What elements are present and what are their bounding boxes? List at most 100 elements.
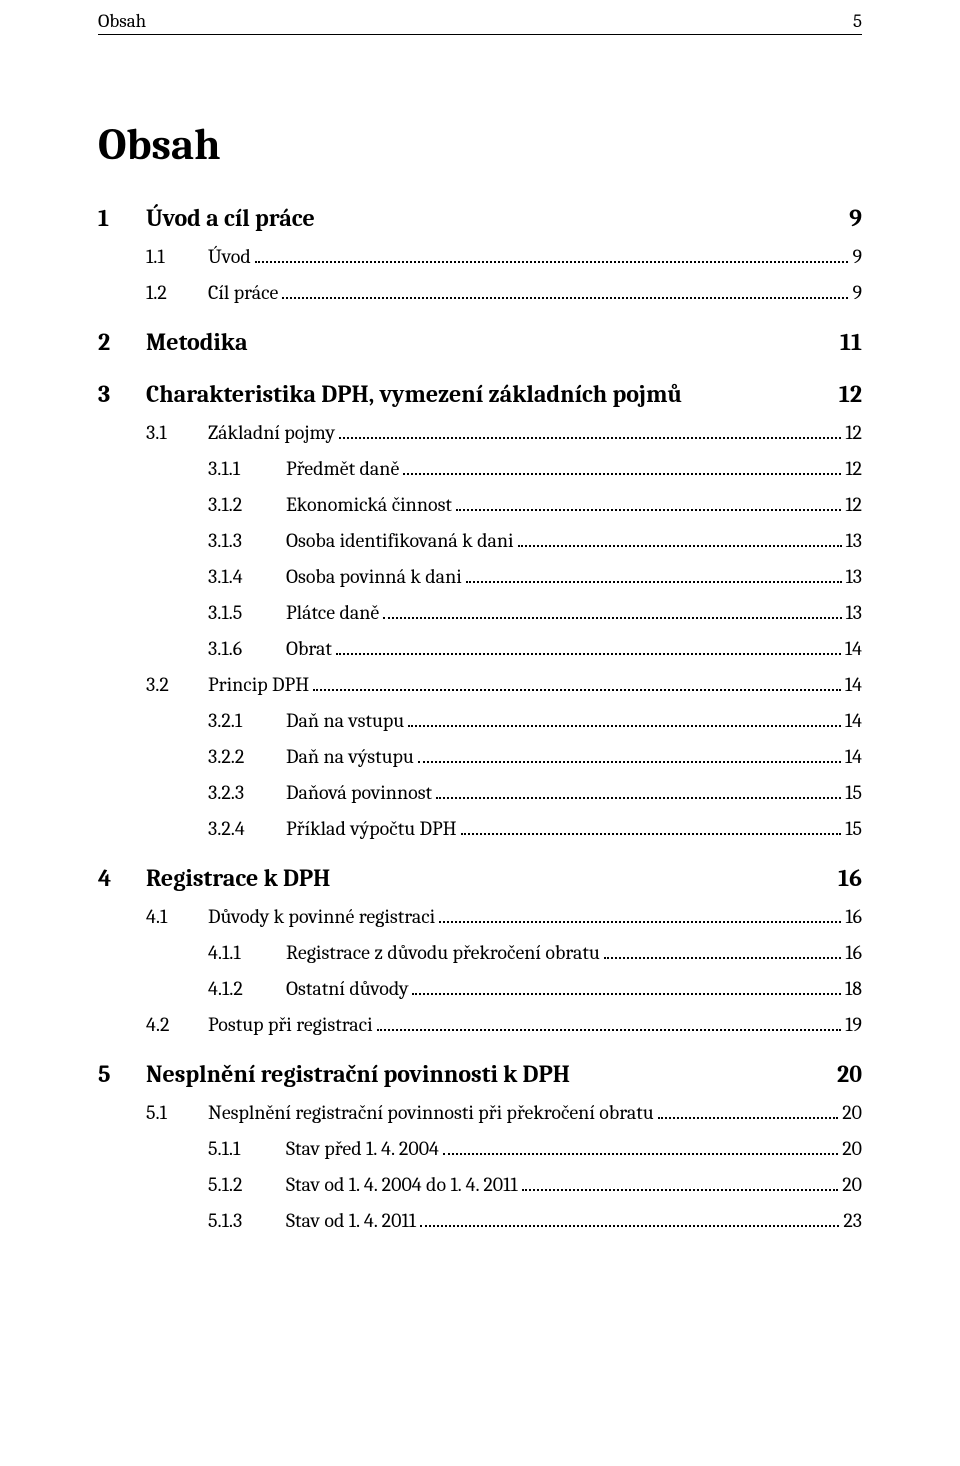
toc-l1-page: 16: [838, 864, 862, 892]
toc-l3-row: 3.2.1Daň na vstupu14: [208, 707, 862, 732]
toc-l3-number: 5.1.3: [208, 1209, 286, 1232]
toc-leader-dots: [383, 599, 841, 619]
toc-l1-page: 9: [849, 204, 862, 232]
toc-l3-page: 23: [843, 1209, 862, 1232]
toc-l3-label: Stav od 1. 4. 2011: [286, 1209, 416, 1232]
toc-l3-number: 3.1.6: [208, 637, 286, 660]
toc-l3-label: Stav před 1. 4. 2004: [286, 1137, 439, 1160]
toc-l2-row: 1.2Cíl práce9: [146, 279, 862, 304]
toc-l3-label: Ekonomická činnost: [286, 493, 452, 516]
page-title: Obsah: [98, 119, 862, 170]
toc-l2-label: Důvody k povinné registraci: [208, 905, 435, 928]
toc-l3-row: 3.1.4Osoba povinná k dani13: [208, 563, 862, 588]
toc-l1-label: Nesplnění registrační povinnosti k DPH: [146, 1060, 827, 1088]
toc-l1-number: 4: [98, 864, 146, 892]
toc-l1-row: 5Nesplnění registrační povinnosti k DPH2…: [98, 1060, 862, 1088]
toc-l3-row: 3.1.2Ekonomická činnost 12: [208, 491, 862, 516]
toc-l2-row: 5.1Nesplnění registrační povinnosti při …: [146, 1099, 862, 1124]
toc-l3-number: 3.1.1: [208, 457, 286, 480]
toc-l1-row: 3Charakteristika DPH, vymezení základníc…: [98, 380, 862, 408]
toc-l1-label: Úvod a cíl práce: [146, 204, 839, 232]
toc-l2-page: 19: [845, 1013, 862, 1036]
toc-l1-row: 2Metodika11: [98, 328, 862, 356]
toc-l3-number: 5.1.2: [208, 1173, 286, 1196]
toc-leader-dots: [412, 975, 841, 995]
toc-l2-label: Cíl práce: [208, 281, 278, 304]
toc-l2-row: 4.1Důvody k povinné registraci16: [146, 903, 862, 928]
toc-leader-dots: [377, 1011, 842, 1031]
toc-l3-label: Stav od 1. 4. 2004 do 1. 4. 2011: [286, 1173, 518, 1196]
toc-l3-label: Obrat: [286, 637, 332, 660]
toc-l3-number: 3.2.3: [208, 781, 286, 804]
toc-l1-page: 20: [837, 1060, 862, 1088]
toc-l1-number: 2: [98, 328, 146, 356]
toc-l1-row: 1Úvod a cíl práce9: [98, 204, 862, 232]
toc-l3-label: Registrace z důvodu překročení obratu: [286, 941, 600, 964]
toc-leader-dots: [339, 419, 841, 439]
toc-l3-page: 14: [845, 709, 862, 732]
toc-leader-dots: [313, 671, 841, 691]
toc-l2-label: Nesplnění registrační povinnosti při pře…: [208, 1101, 654, 1124]
toc-leader-dots: [255, 243, 849, 263]
toc-l3-row: 3.1.6Obrat14: [208, 635, 862, 660]
toc-l2-number: 5.1: [146, 1101, 208, 1124]
toc-l3-page: 13: [846, 529, 862, 552]
toc-l3-label: Ostatní důvody: [286, 977, 408, 1000]
toc-leader-dots: [436, 779, 841, 799]
toc-l3-number: 3.2.1: [208, 709, 286, 732]
toc-l3-row: 3.1.3Osoba identifikovaná k dani13: [208, 527, 862, 552]
toc-l3-label: Osoba identifikovaná k dani: [286, 529, 514, 552]
toc-leader-dots: [443, 1135, 838, 1155]
toc-l3-number: 3.2.2: [208, 745, 286, 768]
toc-l1-number: 3: [98, 380, 146, 408]
toc-l2-row: 3.1Základní pojmy12: [146, 419, 862, 444]
toc-l3-label: Daňová povinnost: [286, 781, 432, 804]
toc-l3-row: 3.2.4Příklad výpočtu DPH15: [208, 815, 862, 840]
toc-l2-label: Princip DPH: [208, 673, 309, 696]
toc-l2-number: 3.1: [146, 421, 208, 444]
toc-l1-page: 12: [839, 380, 862, 408]
toc-l3-page: 12: [845, 493, 862, 516]
toc-l3-label: Příklad výpočtu DPH: [286, 817, 457, 840]
toc-l3-label: Plátce daně: [286, 601, 379, 624]
toc-l1-page: 11: [840, 328, 862, 356]
toc-leader-dots: [461, 815, 842, 835]
toc-leader-dots: [336, 635, 841, 655]
toc-l3-row: 3.1.1Předmět daně12: [208, 455, 862, 480]
toc-l2-row: 1.1Úvod9: [146, 243, 862, 268]
toc-l3-number: 4.1.1: [208, 941, 286, 964]
toc-l3-page: 16: [845, 941, 862, 964]
toc-leader-dots: [420, 1207, 839, 1227]
toc-l3-row: 4.1.2Ostatní důvody18: [208, 975, 862, 1000]
toc-l1-label: Registrace k DPH: [146, 864, 828, 892]
toc-l3-page: 15: [845, 817, 862, 840]
toc-l3-page: 15: [845, 781, 862, 804]
toc-l3-label: Daň na výstupu: [286, 745, 414, 768]
toc-l2-label: Úvod: [208, 245, 251, 268]
toc-l3-number: 3.1.4: [208, 565, 286, 588]
toc-l2-number: 4.1: [146, 905, 208, 928]
toc-l3-label: Předmět daně: [286, 457, 399, 480]
toc-l3-row: 5.1.3Stav od 1. 4. 2011 23: [208, 1207, 862, 1232]
toc-leader-dots: [403, 455, 841, 475]
toc-l3-number: 3.1.2: [208, 493, 286, 516]
toc-leader-dots: [408, 707, 841, 727]
toc-l3-label: Osoba povinná k dani: [286, 565, 462, 588]
toc-l2-page: 14: [845, 673, 862, 696]
toc-l3-row: 5.1.2Stav od 1. 4. 2004 do 1. 4. 201120: [208, 1171, 862, 1196]
toc-leader-dots: [658, 1099, 839, 1119]
toc-l3-number: 3.1.5: [208, 601, 286, 624]
toc-l2-page: 9: [852, 245, 862, 268]
toc-l3-page: 20: [842, 1137, 862, 1160]
toc-leader-dots: [522, 1171, 839, 1191]
toc-leader-dots: [456, 491, 841, 511]
toc-l3-row: 3.2.3Daňová povinnost 15: [208, 779, 862, 804]
toc-l3-row: 4.1.1Registrace z důvodu překročení obra…: [208, 939, 862, 964]
header-section-name: Obsah: [98, 10, 146, 32]
table-of-contents: 1Úvod a cíl práce91.1Úvod91.2Cíl práce92…: [98, 204, 862, 1232]
toc-l2-label: Postup při registraci: [208, 1013, 373, 1036]
toc-l2-number: 3.2: [146, 673, 208, 696]
toc-l3-row: 3.2.2Daň na výstupu14: [208, 743, 862, 768]
toc-leader-dots: [518, 527, 842, 547]
toc-leader-dots: [439, 903, 841, 923]
